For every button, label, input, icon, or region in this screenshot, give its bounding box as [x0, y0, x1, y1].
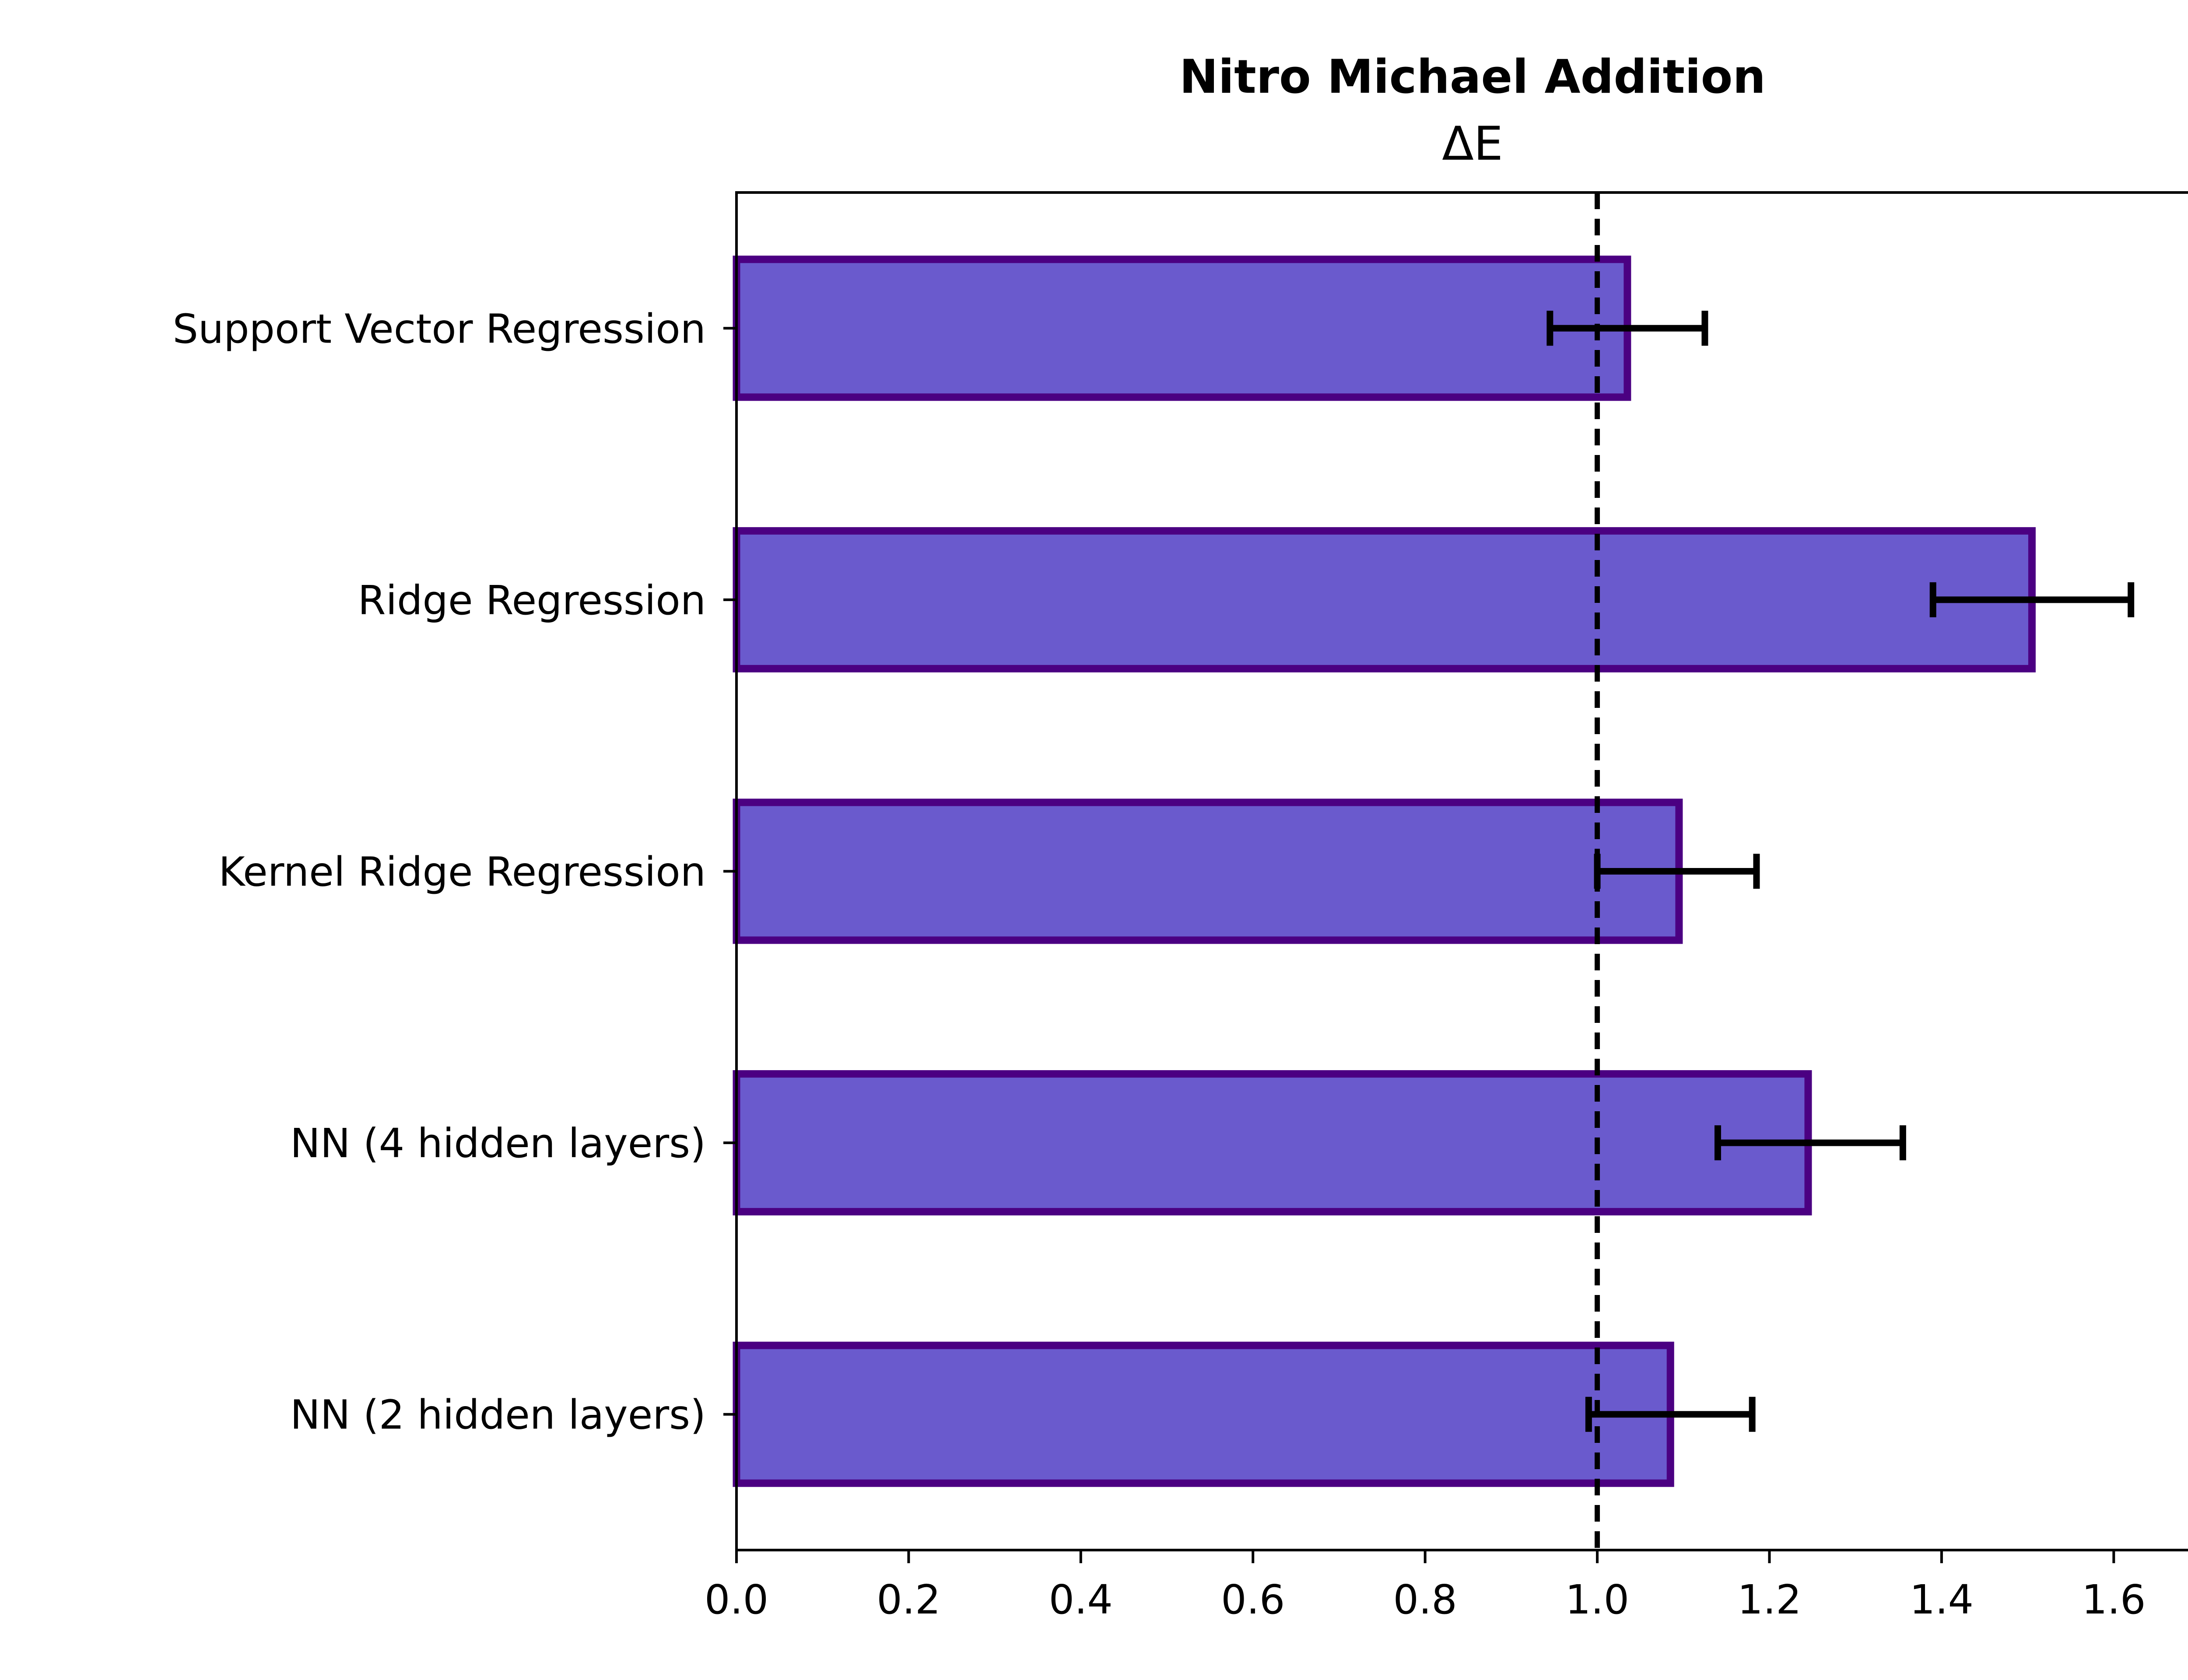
y-tick-label: Support Vector Regression — [172, 305, 706, 352]
x-tick-label: 0.0 — [705, 1576, 768, 1623]
error-bar — [1714, 1125, 1906, 1161]
x-tick-label: 0.4 — [1049, 1576, 1113, 1623]
plot-area: Support Vector Regression Ridge Regressio… — [172, 191, 2188, 1623]
x-tick-label: 1.4 — [1910, 1576, 1974, 1623]
x-tick-label: 1.6 — [2082, 1576, 2146, 1623]
chart-subtitle: ΔE — [1442, 117, 1503, 171]
bar — [733, 256, 1631, 401]
bar — [733, 798, 1683, 944]
x-tick-label: 1.2 — [1737, 1576, 1801, 1623]
bar — [733, 1341, 1674, 1487]
x-tick-label: 0.6 — [1221, 1576, 1285, 1623]
x-tick-label: 1.0 — [1565, 1576, 1629, 1623]
y-tick-label: Kernel Ridge Regression — [218, 849, 706, 896]
x-tick-label: 0.8 — [1393, 1576, 1457, 1623]
bar — [733, 1070, 1812, 1216]
error-bar — [1929, 582, 2135, 617]
error-bar — [1594, 854, 1760, 889]
bar — [733, 527, 2036, 672]
x-tick-label: 0.2 — [877, 1576, 940, 1623]
y-tick-label: Ridge Regression — [358, 577, 706, 624]
chart-title: Nitro Michael Addition — [1179, 50, 1766, 104]
y-tick-label: NN (2 hidden layers) — [290, 1392, 706, 1438]
error-bar — [1585, 1396, 1756, 1432]
error-bar — [1546, 311, 1708, 346]
y-tick-label: NN (4 hidden layers) — [290, 1120, 706, 1167]
